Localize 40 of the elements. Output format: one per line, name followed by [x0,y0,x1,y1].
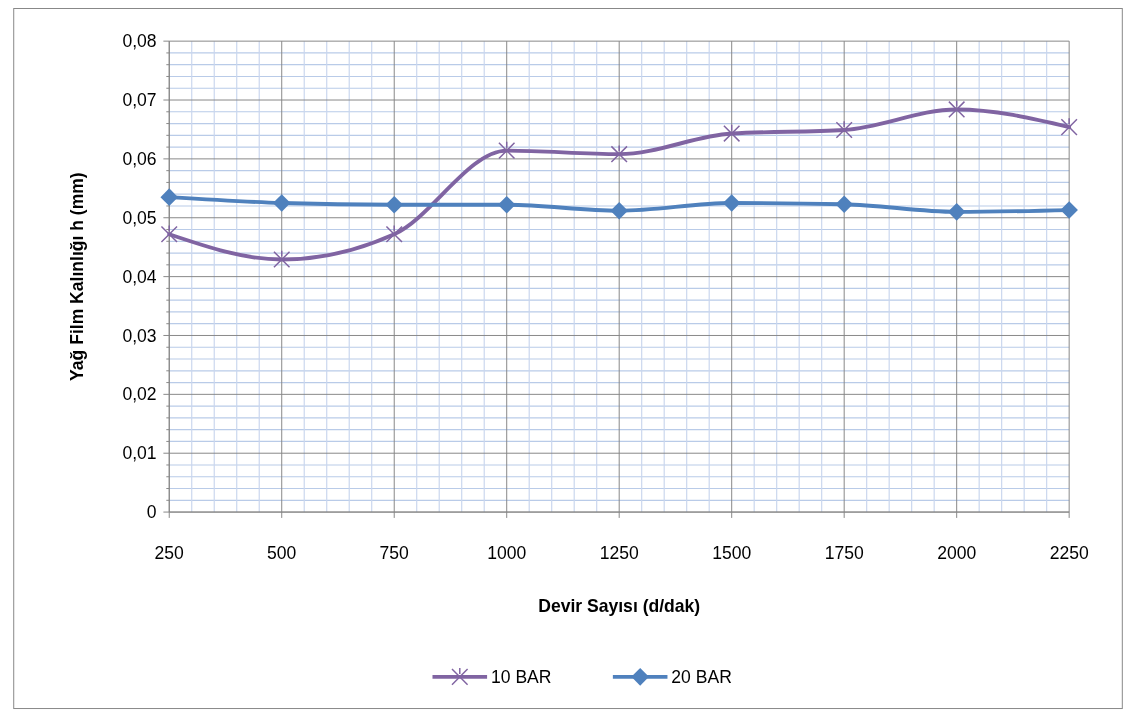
x-tick-label: 2250 [1049,542,1089,563]
x-tick-label: 750 [379,542,410,563]
y-tick-label: 0,06 [122,149,157,170]
point [948,99,966,118]
x-tick-label: 500 [267,542,297,563]
y-tick-label: 0,07 [122,90,157,111]
point [497,196,516,214]
y-tick-label: 0,04 [122,266,157,287]
point [272,194,291,212]
x-tick-label: 250 [154,542,185,563]
point [610,144,628,163]
x-tick-label: 2000 [937,542,977,563]
point [835,195,853,213]
point [385,196,403,214]
point [160,224,178,243]
x-tick-label: 1000 [487,542,527,563]
legend-label: 20 BAR [671,666,732,687]
point [723,124,741,143]
y-tick-label: 0,02 [122,384,157,405]
point [835,120,853,139]
y-tick-label: 0,03 [122,325,157,346]
point [1060,201,1078,219]
x-tick-label: 1750 [824,542,864,563]
point [160,188,179,206]
point [273,250,291,269]
y-tick-label: 0,01 [122,443,157,464]
point [610,201,628,220]
point [385,224,403,243]
y-axis-title: Yağ Film Kalınlığı h (mm) [67,172,88,381]
x-tick-label: 1250 [599,542,639,563]
y-tick-label: 0,05 [122,207,157,228]
y-tick-label: 0,08 [122,31,157,52]
point [722,194,741,212]
x-tick-label: 1500 [712,542,752,563]
point [947,203,966,221]
y-tick-label: 0 [146,502,157,523]
point [498,141,516,160]
x-axis-title: Devir Sayısı (d/dak) [538,596,701,617]
point [1060,117,1078,136]
legend-label: 10 BAR [490,666,552,687]
